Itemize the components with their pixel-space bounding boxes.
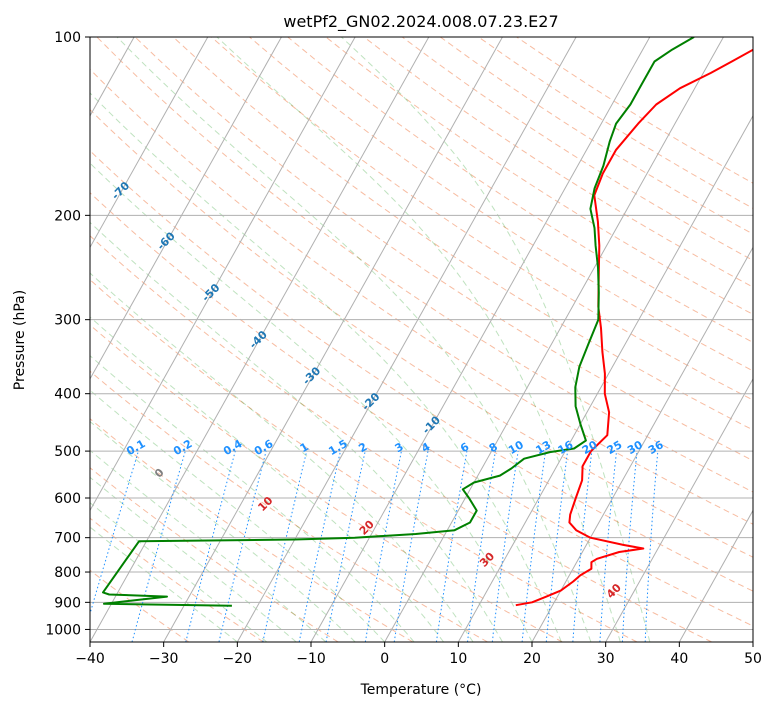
mixing-ratio-line — [131, 450, 186, 642]
data-lines — [102, 37, 753, 607]
moist-adiabat-line — [216, 37, 621, 642]
mixing-ratio-line — [545, 451, 569, 642]
dry-adiabat-line — [96, 37, 753, 493]
y-tick-label: 700 — [54, 531, 81, 547]
y-tick-label: 800 — [54, 565, 81, 581]
mixing-ratio-line — [218, 450, 267, 642]
dry-adiabat-line — [90, 517, 264, 642]
dry-adiabat-line — [90, 192, 753, 627]
x-tick-label: −20 — [223, 651, 253, 667]
temperature-line — [515, 48, 753, 607]
mixing-ratio-line — [572, 451, 593, 642]
isotherm-line — [531, 246, 753, 642]
x-tick-label: −30 — [149, 651, 179, 667]
y-tick-label: 900 — [54, 595, 81, 611]
isotherm-line — [90, 37, 356, 512]
mixing-ratio-line — [90, 450, 139, 616]
moist-adiabat-line — [90, 389, 386, 642]
isotherm-line — [236, 37, 577, 642]
dry-adiabat-line — [90, 279, 638, 642]
moist-adiabat-line — [90, 449, 327, 642]
mixing-ratio-line — [491, 451, 519, 642]
mixing-ratio-line — [185, 450, 236, 642]
y-tick-label: 400 — [54, 387, 81, 403]
mixing-ratio-line — [262, 450, 308, 642]
mixing-ratio-line — [435, 451, 468, 642]
plot-frame — [89, 36, 754, 643]
mixing-ratio-line — [599, 451, 617, 642]
x-tick-label: −40 — [75, 651, 105, 667]
dry-adiabat-line — [90, 235, 712, 642]
dry-adiabat-line — [249, 37, 753, 372]
y-tick-label: 100 — [54, 30, 81, 46]
mixing-ratio-line — [467, 451, 496, 642]
dewpoint-line — [102, 37, 695, 607]
y-tick-label: 200 — [54, 208, 81, 224]
dry-adiabat-line — [90, 324, 563, 642]
moist-adiabat-line — [90, 162, 533, 642]
dry-adiabat-line — [90, 467, 339, 642]
isotherm-line — [605, 377, 753, 642]
mixing-ratio-line — [298, 450, 341, 642]
y-tick-label: 600 — [54, 491, 81, 507]
x-tick-label: 20 — [523, 651, 541, 667]
moist-adiabat-line — [90, 272, 474, 642]
isotherm-line — [678, 509, 753, 642]
isotherm-line — [90, 37, 282, 380]
moist-adiabat-line — [341, 37, 651, 642]
x-tick-label: −10 — [296, 651, 326, 667]
isotherm-line — [90, 37, 209, 249]
moist-adiabat-line — [90, 420, 356, 642]
x-axis-title: Temperature (°C) — [360, 682, 482, 698]
dry-adiabat-line — [134, 37, 753, 462]
dry-adiabat-line — [90, 68, 753, 525]
x-tick-label: 50 — [744, 651, 762, 667]
isotherm-line — [457, 114, 753, 642]
y-tick-label: 1000 — [45, 622, 81, 638]
dry-adiabat-line — [90, 108, 753, 558]
background-lines — [90, 37, 753, 642]
x-tick-label: 10 — [449, 651, 467, 667]
mixing-ratio-line — [521, 451, 546, 642]
dry-adiabat-line — [90, 370, 488, 642]
moist-adiabat-line — [90, 221, 503, 642]
y-tick-label: 500 — [54, 444, 81, 460]
moist-adiabat-line — [90, 316, 445, 642]
moist-adiabat-line — [90, 92, 562, 642]
y-tick-label: 300 — [54, 313, 81, 329]
moist-adiabat-line — [116, 37, 592, 642]
isotherm-line — [310, 37, 651, 642]
axis-ticks: −40 −30 −20 −10 0 10 20 30 40 50 100 200 300 400 500 60… — [45, 30, 762, 667]
isotherm-line — [384, 37, 724, 642]
y-axis-title: Pressure (hPa) — [12, 290, 28, 390]
x-tick-label: 30 — [597, 651, 615, 667]
x-tick-label: 40 — [670, 651, 688, 667]
dry-adiabat-line — [90, 150, 753, 592]
chart-title: wetPf2_GN02.2024.008.07.23.E27 — [283, 12, 558, 32]
x-tick-label: 0 — [380, 651, 389, 667]
dry-adiabat-line — [287, 37, 753, 343]
